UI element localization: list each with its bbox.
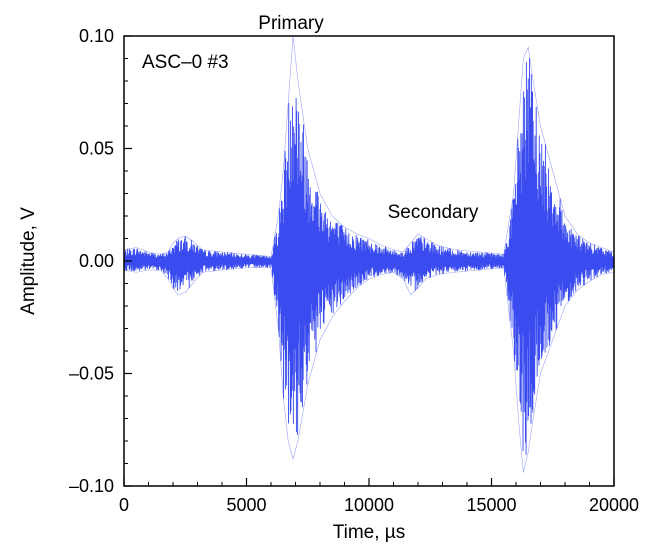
plot-area: 0 5000 10000 15000 20000 0.10 0.05 0.00 –0.05 –0… xyxy=(69,26,639,515)
signal-lower-envelope xyxy=(123,267,615,473)
x-tick-label: 20000 xyxy=(589,495,639,515)
signal-trace xyxy=(123,57,615,455)
x-tick-label: 5000 xyxy=(226,495,266,515)
y-tick-label: 0.05 xyxy=(79,139,114,159)
signal-upper-envelope xyxy=(123,35,615,257)
y-tick-label: 0.10 xyxy=(79,26,114,46)
annotation-primary: Primary xyxy=(258,13,324,34)
y-tick-label: –0.10 xyxy=(69,476,114,496)
x-tick-label: 10000 xyxy=(344,495,394,515)
annotation-secondary: Secondary xyxy=(388,202,479,223)
x-axis-ticks: 0 5000 10000 15000 20000 xyxy=(119,478,639,515)
y-axis-label: Amplitude, V xyxy=(18,207,39,315)
signal-layer xyxy=(123,35,615,473)
x-tick-label: 15000 xyxy=(466,495,516,515)
y-axis-ticks: 0.10 0.05 0.00 –0.05 –0.10 xyxy=(69,26,132,496)
x-axis-label: Time, µs xyxy=(333,522,406,543)
y-tick-label: –0.05 xyxy=(69,364,114,384)
x-tick-label: 0 xyxy=(119,495,129,515)
annotation-specimen: ASC–0 #3 xyxy=(142,52,229,73)
y-tick-label: 0.00 xyxy=(79,251,114,271)
